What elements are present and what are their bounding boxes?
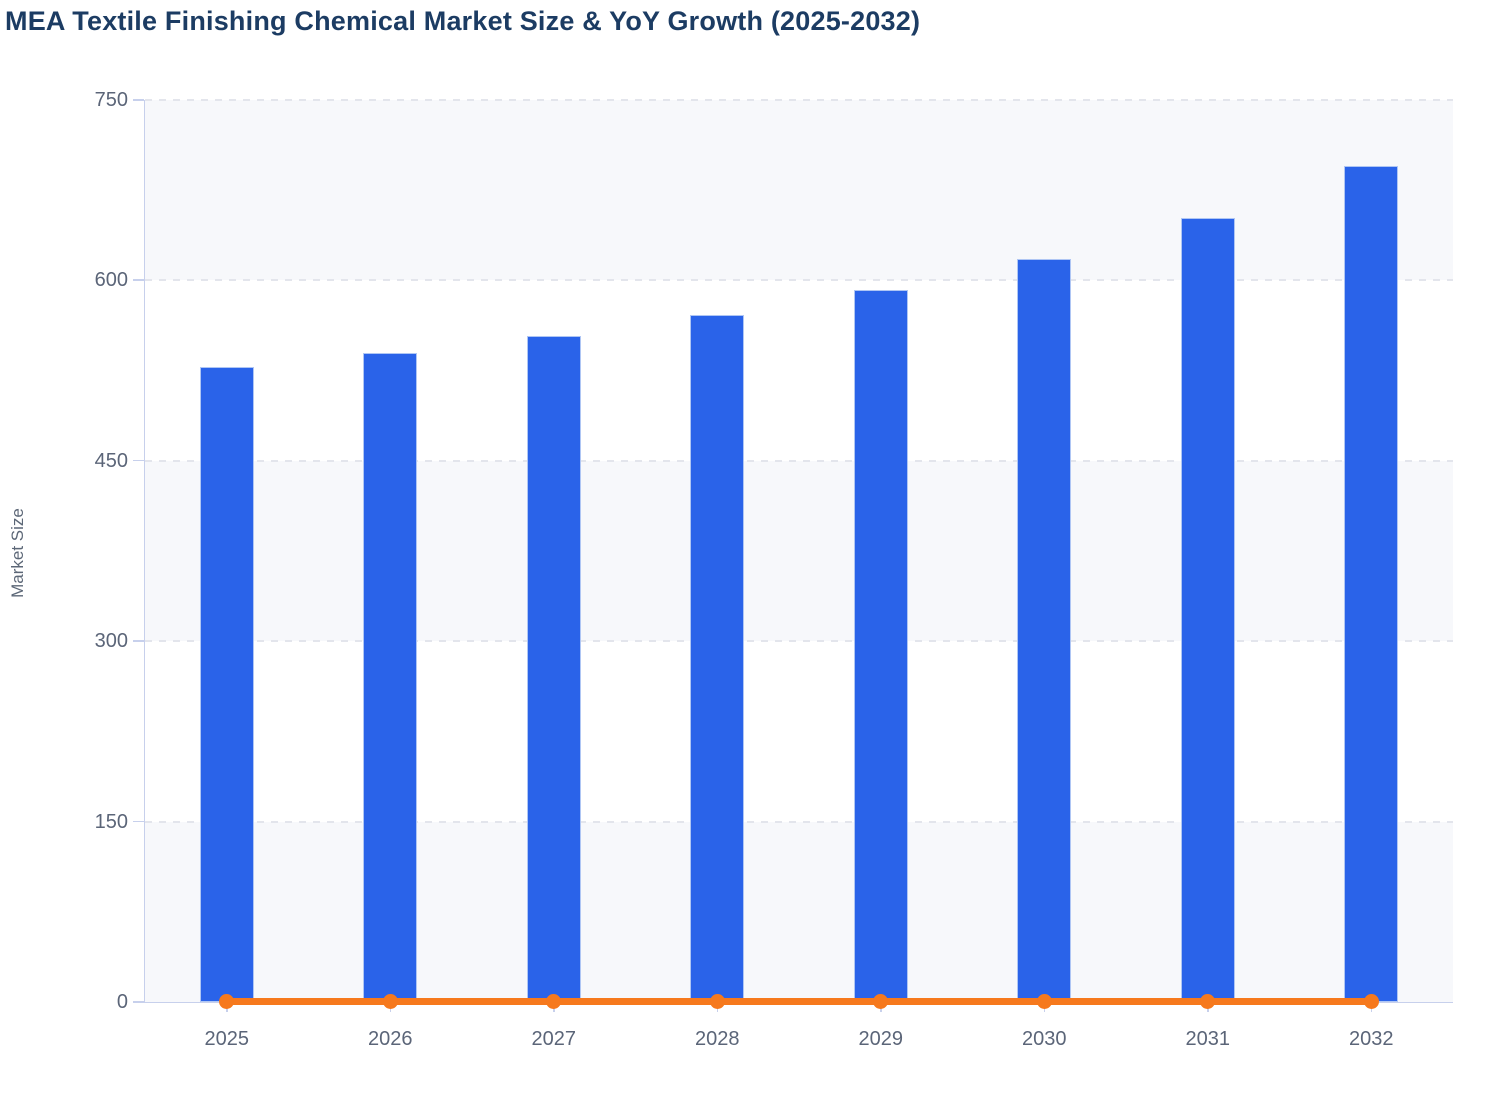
y-tick-label-150: 150 xyxy=(94,810,128,833)
bar-2032[interactable] xyxy=(1344,166,1399,1002)
y-axis-title: Market Size xyxy=(8,508,27,598)
bar-2026[interactable] xyxy=(363,352,418,1002)
x-tick-label-2026: 2026 xyxy=(368,1028,413,1050)
y-tick-mark-300 xyxy=(133,640,144,642)
yoy-growth-marker-2027[interactable] xyxy=(546,994,562,1009)
x-tick-label-2032: 2032 xyxy=(1349,1028,1394,1050)
bar-2027[interactable] xyxy=(526,335,581,1002)
y-tick-label-0: 0 xyxy=(116,991,128,1013)
gridline-750 xyxy=(145,99,1453,101)
y-tick-mark-150 xyxy=(133,820,144,823)
bar-2030[interactable] xyxy=(1017,258,1072,1002)
y-tick-label-750: 750 xyxy=(94,89,128,111)
y-tick-mark-750 xyxy=(133,99,144,101)
x-tick-label-2025: 2025 xyxy=(204,1028,250,1050)
y-tick-mark-450 xyxy=(133,459,144,462)
bar-2031[interactable] xyxy=(1180,217,1235,1002)
yoy-growth-marker-2029[interactable] xyxy=(873,994,889,1009)
x-tick-label-2029: 2029 xyxy=(858,1028,904,1050)
yoy-growth-marker-2031[interactable] xyxy=(1200,994,1216,1009)
yoy-growth-marker-2032[interactable] xyxy=(1363,994,1379,1009)
gridline-600 xyxy=(145,279,1453,282)
plot-area: 750 600 450 300 150 0 2025 2026 2027 2028 2029 2030… xyxy=(95,89,1453,1050)
plot-band xyxy=(145,460,1453,642)
gridline-150 xyxy=(145,820,1453,823)
x-tick-label-2031: 2031 xyxy=(1185,1028,1231,1050)
yoy-growth-marker-2028[interactable] xyxy=(709,994,725,1009)
x-tick-label-2027: 2027 xyxy=(531,1028,577,1050)
y-tick-mark-0 xyxy=(133,1001,144,1003)
yoy-growth-marker-2026[interactable] xyxy=(382,994,398,1009)
y-tick-label-300: 300 xyxy=(94,630,128,653)
gridline-300 xyxy=(145,640,1453,643)
bar-2029[interactable] xyxy=(853,290,908,1002)
chart-title: MEA Textile Finishing Chemical Market Si… xyxy=(5,6,921,36)
y-tick-label-450: 450 xyxy=(94,449,128,472)
yoy-growth-line xyxy=(222,998,1376,1005)
plot-band xyxy=(145,641,1453,821)
x-tick-label-2028: 2028 xyxy=(695,1028,740,1050)
plot-band xyxy=(145,280,1453,460)
plot-band xyxy=(145,821,1453,1002)
y-tick-mark-600 xyxy=(133,279,144,281)
plot-band xyxy=(145,100,1453,281)
gridline-450 xyxy=(145,459,1453,462)
bar-2025[interactable] xyxy=(199,367,254,1002)
yoy-growth-marker-2030[interactable] xyxy=(1036,994,1052,1009)
y-tick-label-600: 600 xyxy=(94,269,128,292)
x-tick-label-2030: 2030 xyxy=(1022,1028,1067,1050)
yoy-growth-marker-2025[interactable] xyxy=(219,994,235,1009)
bar-2028[interactable] xyxy=(690,315,745,1002)
